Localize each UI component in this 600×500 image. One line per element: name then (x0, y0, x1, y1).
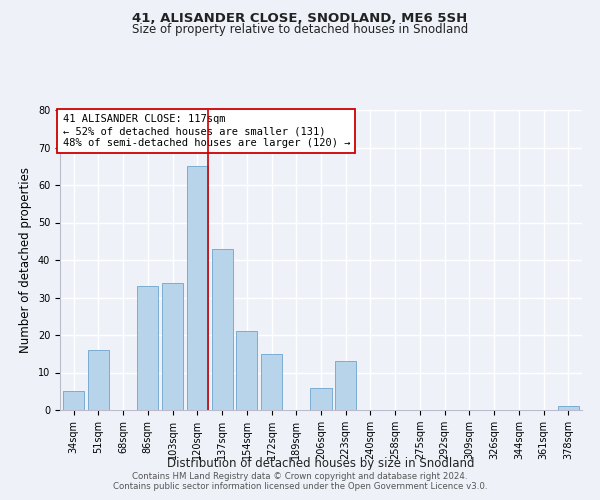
Bar (137, 286, 158, 410)
Text: Distribution of detached houses by size in Snodland: Distribution of detached houses by size … (167, 458, 475, 470)
Bar (261, 354, 282, 410)
Bar (558, 406, 579, 410)
Bar (310, 388, 332, 410)
Bar (236, 331, 257, 410)
Bar (187, 166, 208, 410)
Bar (88, 350, 109, 410)
Bar (63, 391, 84, 410)
Y-axis label: Number of detached properties: Number of detached properties (19, 167, 32, 353)
Text: Contains public sector information licensed under the Open Government Licence v3: Contains public sector information licen… (113, 482, 487, 491)
Bar (212, 248, 233, 410)
Bar (162, 282, 183, 410)
Bar (335, 361, 356, 410)
Text: Contains HM Land Registry data © Crown copyright and database right 2024.: Contains HM Land Registry data © Crown c… (132, 472, 468, 481)
Text: 41 ALISANDER CLOSE: 117sqm
← 52% of detached houses are smaller (131)
48% of sem: 41 ALISANDER CLOSE: 117sqm ← 52% of deta… (62, 114, 350, 148)
Text: Size of property relative to detached houses in Snodland: Size of property relative to detached ho… (132, 22, 468, 36)
Text: 41, ALISANDER CLOSE, SNODLAND, ME6 5SH: 41, ALISANDER CLOSE, SNODLAND, ME6 5SH (133, 12, 467, 26)
